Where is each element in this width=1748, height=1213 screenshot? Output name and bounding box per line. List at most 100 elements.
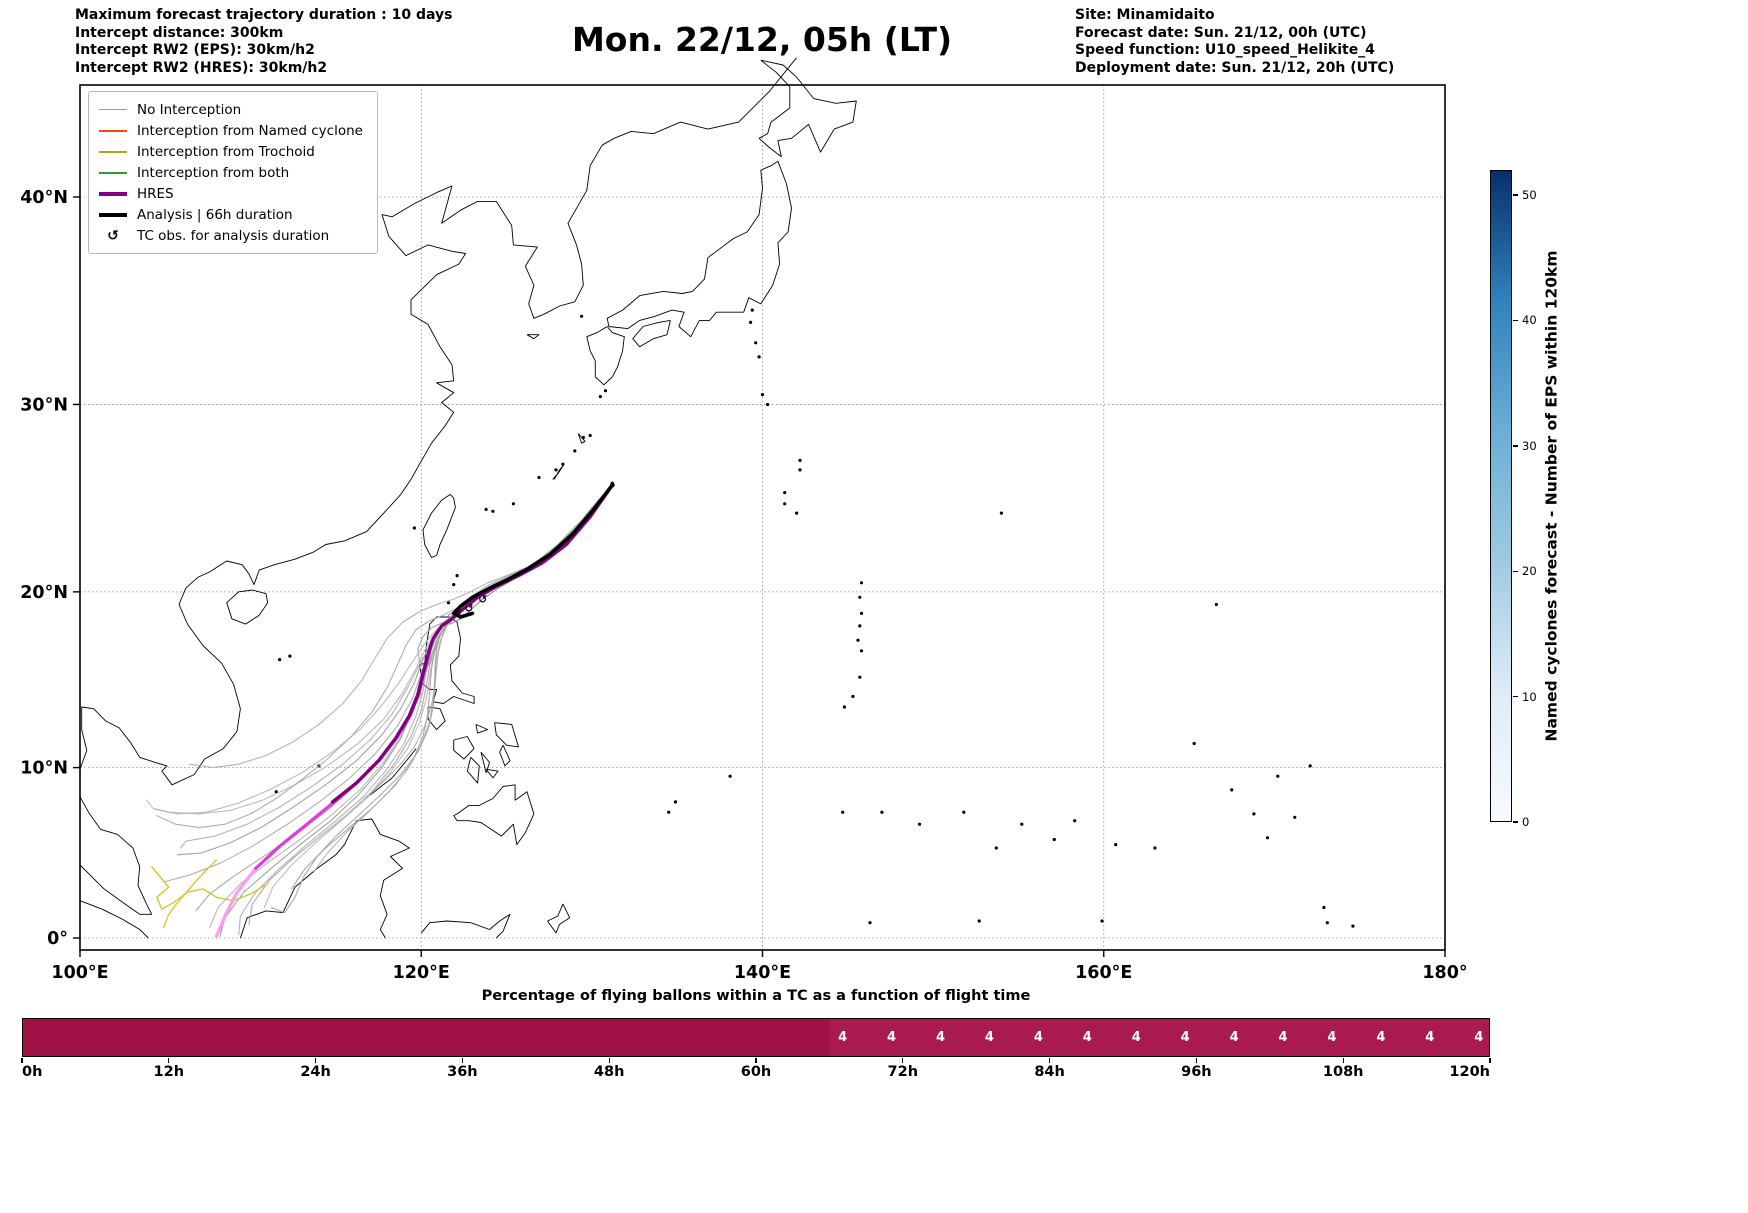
trajectory-map: ↺ ↺ ↺ 100°E 120°E 140°E 160°E 180° 0° 10°N 20°N 30°… — [20, 57, 1468, 983]
forecast-parameters: Maximum forecast trajectory duration : 1… — [75, 7, 452, 77]
flight-time-tick — [755, 1058, 757, 1063]
info-deployment-date: Deployment date: Sun. 21/12, 20h (UTC) — [1075, 59, 1395, 76]
tc-percentage-value: 4 — [984, 1029, 994, 1045]
coastline — [422, 493, 456, 558]
coastline — [466, 756, 480, 784]
param-intercept-distance: Intercept distance: 300km — [75, 24, 284, 41]
colorbar-tick — [1513, 570, 1518, 572]
legend-label: Interception from Named cyclone — [137, 122, 363, 139]
island-dot — [858, 675, 862, 679]
island-dot — [412, 526, 416, 530]
trajectory-eps-5 — [195, 484, 613, 912]
coastline — [480, 751, 490, 774]
island-dot — [603, 389, 608, 393]
island-dot — [994, 846, 998, 850]
legend-item-5: Analysis | 66h duration — [99, 204, 363, 225]
flight-time-tick — [461, 1058, 464, 1063]
tc-percentage-value: 4 — [1278, 1029, 1288, 1045]
trajectory-analysis — [451, 483, 615, 619]
coastline — [226, 589, 269, 625]
island-dot — [798, 468, 802, 472]
y-axis-tick-label: 20°N — [20, 583, 68, 603]
island-dot — [484, 507, 488, 511]
trajectory-eps-19 — [188, 484, 613, 769]
flight-time-tick-label: 84h — [1034, 1064, 1065, 1080]
tc-percentage-value: 4 — [887, 1029, 897, 1045]
island-dot — [452, 583, 456, 587]
colorbar-tick-label: 0 — [1522, 815, 1530, 829]
tc-percentage-value: 4 — [1180, 1029, 1190, 1045]
deployment-site-marker — [609, 482, 615, 488]
tc-percentage-value: 4 — [1425, 1029, 1435, 1045]
flight-time-tick-label: 0h — [22, 1064, 43, 1080]
trajectory-hres-tail-light — [214, 866, 258, 938]
island-dot — [1214, 602, 1218, 607]
flight-time-tick — [314, 1058, 317, 1063]
coastline — [499, 745, 511, 767]
tc-obs-marker: ↺ — [478, 593, 487, 606]
y-axis-tick-label: 30°N — [20, 395, 68, 415]
coastline — [420, 913, 511, 939]
island-dot — [1293, 815, 1297, 819]
island-dot — [537, 475, 541, 480]
island-dot — [977, 919, 981, 923]
flight-time-bar-segment-0 — [23, 1019, 831, 1056]
island-dot — [491, 509, 495, 513]
site-information: Site: Minamidaito Forecast date: Sun. 21… — [1075, 7, 1394, 77]
tc-percentage-value: 4 — [1327, 1029, 1337, 1045]
colorbar-label: Named cyclones forecast - Number of EPS … — [1542, 250, 1560, 742]
island-dot — [757, 355, 761, 359]
trajectory-hres — [330, 483, 614, 804]
x-axis-tick-label: 100°E — [51, 963, 108, 983]
legend-item-0: No Interception — [99, 99, 363, 120]
param-intercept-rw2-hres: Intercept RW2 (HRES): 30km/h2 — [75, 59, 328, 76]
island-dot — [1265, 836, 1270, 840]
coastline — [494, 722, 519, 748]
flight-time-bar-segment-1 — [830, 1019, 1489, 1056]
x-axis-tick-label: 180° — [1422, 963, 1467, 983]
legend-item-2: Interception from Trochoid — [99, 141, 363, 162]
x-axis-tick-label: 140°E — [734, 963, 791, 983]
coastline — [577, 433, 586, 444]
flight-time-tick-label: 120h — [1449, 1064, 1490, 1080]
island-dot — [1153, 846, 1157, 850]
legend-item-4: HRES — [99, 183, 363, 204]
flight-time-tick-label: 48h — [593, 1064, 625, 1080]
island-dot — [554, 468, 558, 472]
coastline — [758, 59, 857, 158]
tc-obs-legend-icon: ↺ — [107, 227, 119, 244]
island-dot — [667, 810, 671, 814]
legend-line-swatch — [99, 150, 127, 153]
colorbar-tick-label: 30 — [1522, 438, 1537, 453]
island-dot — [798, 458, 802, 462]
flight-time-tick-label: 24h — [300, 1064, 331, 1080]
colorbar-tick — [1513, 194, 1518, 196]
island-dot — [598, 395, 603, 399]
x-axis-tick-label: 120°E — [393, 963, 450, 983]
island-dot — [841, 810, 845, 814]
island-dot — [880, 810, 884, 814]
flight-time-tick — [1048, 1058, 1051, 1063]
legend-item-3: Interception from both — [99, 162, 363, 183]
tc-percentage-value: 4 — [1082, 1029, 1092, 1045]
island-dot — [1100, 919, 1104, 923]
legend-label: Interception from Trochoid — [137, 143, 315, 160]
island-dot — [783, 502, 787, 506]
island-dot — [999, 511, 1004, 515]
flight-time-tick-label: 96h — [1181, 1064, 1212, 1080]
island-dot — [278, 658, 282, 662]
island-dot — [962, 810, 966, 814]
flight-time-tick-label: 72h — [887, 1064, 919, 1080]
island-dot — [917, 822, 922, 826]
island-dot — [1114, 843, 1118, 847]
tc-percentage-value: 4 — [1474, 1029, 1484, 1045]
flight-time-tick — [168, 1058, 170, 1063]
island-dot — [1073, 819, 1077, 823]
island-dot — [795, 511, 799, 515]
island-dot — [446, 601, 451, 605]
page-title: Mon. 22/12, 05h (LT) — [571, 20, 953, 59]
island-dot — [588, 433, 592, 438]
legend-line-swatch — [99, 171, 127, 174]
coastline — [239, 818, 410, 939]
colorbar-tick — [1513, 319, 1518, 322]
